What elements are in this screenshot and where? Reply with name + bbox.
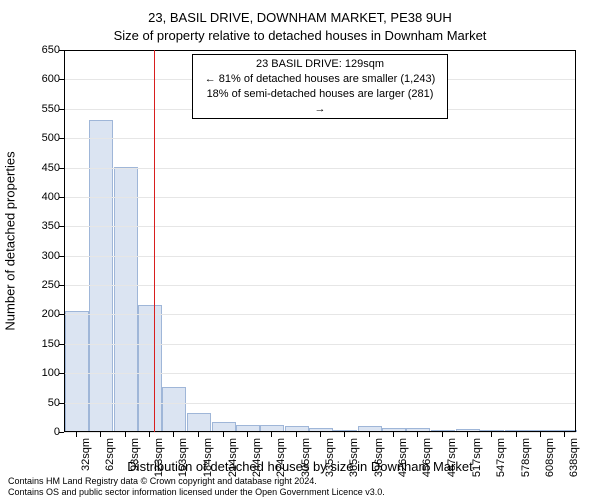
xtick-mark: [76, 432, 77, 437]
ytick-label: 500: [42, 132, 60, 144]
y-axis-label: Number of detached properties: [3, 151, 18, 330]
histogram-bar: [114, 167, 138, 432]
ytick-label: 150: [42, 338, 60, 350]
histogram-bar: [212, 422, 236, 432]
xtick-mark: [223, 432, 224, 437]
ytick-label: 600: [42, 73, 60, 85]
footer-line-2: Contains OS and public sector informatio…: [8, 487, 385, 498]
gridline: [64, 344, 576, 345]
histogram-bar: [89, 120, 113, 432]
histogram-bar: [162, 387, 186, 432]
histogram-bar: [260, 425, 284, 432]
histogram-bar: [65, 311, 89, 432]
marker-line: [154, 50, 155, 432]
gridline: [64, 138, 576, 139]
ytick-label: 400: [42, 191, 60, 203]
xtick-mark: [296, 432, 297, 437]
gridline: [64, 50, 576, 51]
ytick-label: 650: [42, 44, 60, 56]
gridline: [64, 256, 576, 257]
xtick-mark: [271, 432, 272, 437]
histogram-bar: [236, 425, 260, 432]
ytick-label: 550: [42, 103, 60, 115]
ytick-label: 200: [42, 308, 60, 320]
x-axis-label: Distribution of detached houses by size …: [0, 459, 600, 474]
xtick-mark: [100, 432, 101, 437]
ytick-label: 350: [42, 220, 60, 232]
xtick-mark: [540, 432, 541, 437]
gridline: [64, 197, 576, 198]
xtick-mark: [393, 432, 394, 437]
xtick-mark: [173, 432, 174, 437]
xtick-mark: [125, 432, 126, 437]
annotation-box: 23 BASIL DRIVE: 129sqm ← 81% of detached…: [192, 54, 448, 119]
xtick-mark: [564, 432, 565, 437]
annotation-line-2: ← 81% of detached houses are smaller (1,…: [201, 72, 439, 87]
chart-title: 23, BASIL DRIVE, DOWNHAM MARKET, PE38 9U…: [0, 10, 600, 25]
xtick-mark: [247, 432, 248, 437]
xtick-mark: [149, 432, 150, 437]
gridline: [64, 403, 576, 404]
xtick-mark: [369, 432, 370, 437]
xtick-mark: [467, 432, 468, 437]
annotation-line-1: 23 BASIL DRIVE: 129sqm: [201, 57, 439, 72]
ytick-label: 100: [42, 367, 60, 379]
xtick-mark: [516, 432, 517, 437]
gridline: [64, 226, 576, 227]
histogram-bar: [138, 305, 162, 432]
gridline: [64, 314, 576, 315]
ytick-label: 50: [48, 397, 60, 409]
annotation-line-3: 18% of semi-detached houses are larger (…: [201, 87, 439, 117]
gridline: [64, 373, 576, 374]
footer-attribution: Contains HM Land Registry data © Crown c…: [8, 476, 385, 499]
ytick-label: 0: [54, 426, 60, 438]
xtick-mark: [344, 432, 345, 437]
plot-area: 23 BASIL DRIVE: 129sqm ← 81% of detached…: [64, 50, 576, 432]
ytick-label: 300: [42, 250, 60, 262]
xtick-mark: [442, 432, 443, 437]
gridline: [64, 168, 576, 169]
histogram-bar: [187, 413, 211, 432]
xtick-mark: [491, 432, 492, 437]
xtick-mark: [417, 432, 418, 437]
footer-line-1: Contains HM Land Registry data © Crown c…: [8, 476, 385, 487]
xtick-mark: [320, 432, 321, 437]
ytick-label: 250: [42, 279, 60, 291]
xtick-mark: [198, 432, 199, 437]
chart-subtitle: Size of property relative to detached ho…: [0, 28, 600, 43]
gridline: [64, 285, 576, 286]
ytick-label: 450: [42, 162, 60, 174]
